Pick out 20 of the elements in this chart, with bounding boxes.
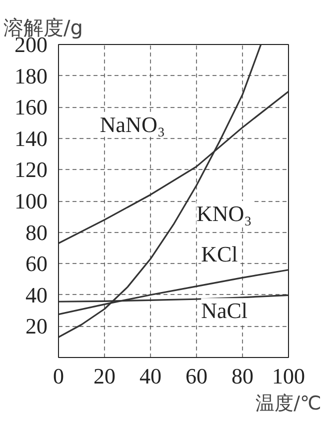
y-tick-label: 80 [26,220,48,245]
y-tick-label: 140 [14,126,48,151]
x-tick-label: 20 [94,364,116,388]
y-tick-label: 120 [14,157,48,182]
y-tick-label: 160 [14,94,48,120]
y-tick-label: 100 [14,188,48,214]
x-axis-title: 温度/℃ [256,392,322,414]
series-label: NaNO₃ [100,112,166,137]
y-tick-label: 40 [26,282,48,308]
x-tick-label: 40 [140,364,162,388]
y-tick-label: 180 [14,63,48,88]
series-label: NaCl [201,298,248,324]
y-tick-label: 60 [26,251,48,276]
y-tick-label: 20 [26,314,48,339]
x-tick-label: 0 [53,364,64,388]
series-label: KNO₃ [196,201,252,226]
x-tick-label: 100 [272,364,305,388]
x-tick-label: 60 [186,364,208,388]
x-tick-label: 80 [232,364,254,388]
series-label: KCl [201,242,238,267]
